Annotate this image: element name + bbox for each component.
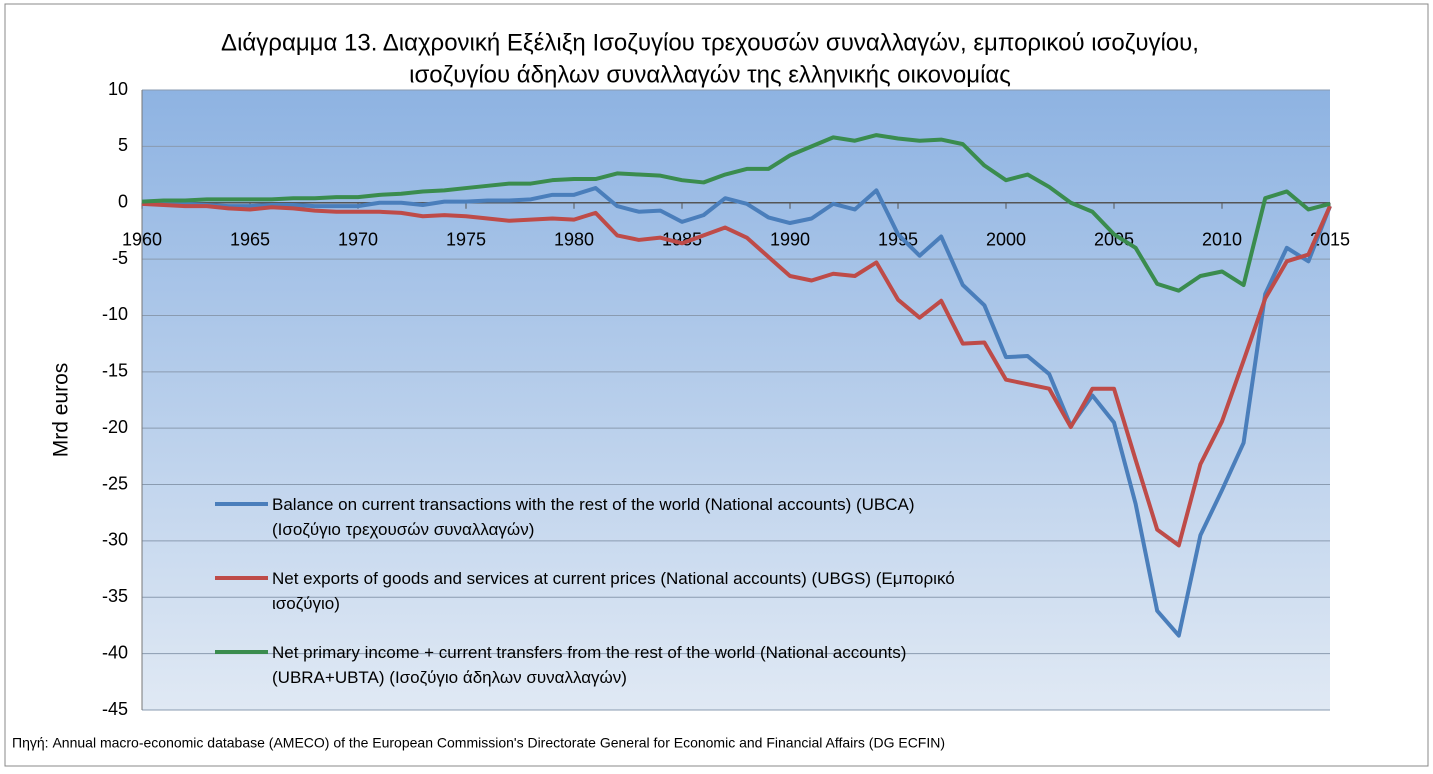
legend-entry: Net exports of goods and services at cur… [272, 569, 955, 613]
y-tick-label: -30 [102, 530, 128, 550]
x-tick-label: 2000 [986, 229, 1026, 249]
x-tick-label: 1985 [662, 229, 702, 249]
series-line [141, 133, 1331, 293]
x-tick-label: 1970 [338, 229, 378, 249]
y-tick-label: -20 [102, 417, 128, 437]
x-tick-label: 1960 [122, 229, 162, 249]
y-tick-label: -35 [102, 586, 128, 606]
y-tick-label: -45 [102, 699, 128, 719]
y-tick-label: 5 [118, 135, 128, 155]
x-tick-label: 2005 [1094, 229, 1134, 249]
y-tick-label: 10 [108, 79, 128, 99]
y-tick-label: -25 [102, 473, 128, 493]
y-tick-label: -10 [102, 304, 128, 324]
chart-title: Διάγραμμα 13. Διαχρονική Εξέλιξη Ισοζυγί… [221, 29, 1199, 56]
y-tick-label: 0 [118, 191, 128, 211]
plot-area [142, 90, 1330, 710]
chart-title: ισοζυγίου άδηλων συναλλαγών της ελληνική… [409, 61, 1011, 88]
source-note: Πηγή: Annual macro-economic database (AM… [12, 735, 945, 751]
x-tick-label: 1975 [446, 229, 486, 249]
y-tick-label: -5 [112, 248, 128, 268]
legend-entry: Net primary income + current transfers f… [272, 643, 907, 687]
x-tick-label: 2010 [1202, 229, 1242, 249]
series-line [142, 186, 1332, 638]
series-line [141, 201, 1332, 548]
y-tick-label: -15 [102, 361, 128, 381]
x-tick-label: 1980 [554, 229, 594, 249]
y-axis-label: Mrd euros [50, 363, 73, 458]
x-tick-label: 1965 [230, 229, 270, 249]
y-tick-label: -40 [102, 642, 128, 662]
x-tick-label: 1990 [770, 229, 810, 249]
legend-entry: Balance on current transactions with the… [272, 495, 915, 539]
